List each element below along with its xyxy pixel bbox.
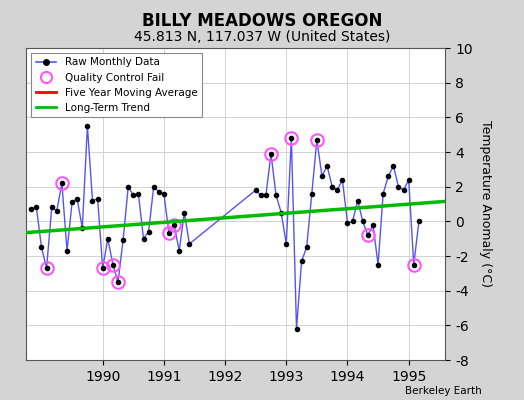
- Text: BILLY MEADOWS OREGON: BILLY MEADOWS OREGON: [142, 12, 382, 30]
- Legend: Raw Monthly Data, Quality Control Fail, Five Year Moving Average, Long-Term Tren: Raw Monthly Data, Quality Control Fail, …: [31, 53, 202, 117]
- Y-axis label: Temperature Anomaly (°C): Temperature Anomaly (°C): [479, 120, 492, 288]
- Text: 45.813 N, 117.037 W (United States): 45.813 N, 117.037 W (United States): [134, 30, 390, 44]
- Text: Berkeley Earth: Berkeley Earth: [406, 386, 482, 396]
